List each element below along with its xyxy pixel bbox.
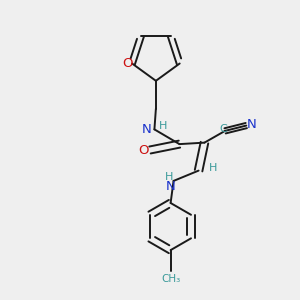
Text: N: N	[247, 118, 256, 130]
Text: CH₃: CH₃	[161, 274, 180, 284]
Text: H: H	[209, 163, 218, 173]
Text: O: O	[122, 57, 133, 70]
Text: O: O	[138, 143, 149, 157]
Text: N: N	[141, 123, 151, 136]
Text: N: N	[166, 180, 176, 193]
Text: C: C	[220, 124, 227, 134]
Text: H: H	[165, 172, 173, 182]
Text: H: H	[158, 122, 167, 131]
